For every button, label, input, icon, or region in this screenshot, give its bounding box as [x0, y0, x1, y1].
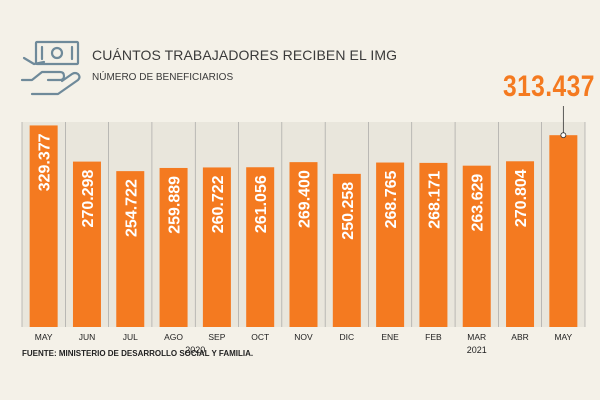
category-label: OCT	[251, 332, 269, 342]
category-label: DIC	[339, 332, 354, 342]
leader-dot	[560, 132, 567, 139]
category-label: MAY	[554, 332, 572, 342]
data-label: 269.400	[297, 170, 314, 228]
chart-subtitle: NÚMERO DE BENEFICIARIOS	[92, 72, 234, 83]
category-label: SEP	[208, 332, 225, 342]
bar	[289, 162, 318, 327]
category-label: JUL	[123, 332, 138, 342]
year-label: 2020	[185, 345, 205, 355]
data-label: 263.629	[470, 174, 487, 232]
data-label: 270.298	[80, 170, 97, 228]
category-label: FEB	[425, 332, 442, 342]
chart-title: CUÁNTOS TRABAJADORES RECIBEN EL IMG	[92, 47, 398, 63]
data-label: 329.377	[37, 133, 54, 191]
data-label: 270.804	[513, 169, 530, 227]
bar	[159, 167, 188, 327]
category-label: AGO	[164, 332, 183, 342]
bar	[462, 165, 491, 327]
data-label: 254.722	[123, 179, 140, 237]
category-label: JUN	[79, 332, 96, 342]
category-label: MAY	[35, 332, 53, 342]
bar	[419, 162, 448, 327]
bar	[376, 162, 405, 327]
data-label: 268.765	[383, 170, 400, 228]
bar	[29, 125, 58, 327]
data-label: 260.722	[210, 175, 227, 233]
source-note: FUENTE: MINISTERIO DE DESARROLLO SOCIAL …	[22, 349, 254, 358]
category-label: NOV	[294, 332, 313, 342]
money-hand-icon	[18, 36, 88, 100]
data-label: 250.258	[340, 182, 357, 240]
category-label: ABR	[511, 332, 528, 342]
bar	[549, 135, 578, 327]
bar	[116, 171, 145, 327]
category-label: ENE	[381, 332, 399, 342]
highlight-value: 313.437	[503, 70, 595, 103]
data-label: 259.889	[167, 176, 184, 234]
data-label: 268.171	[426, 171, 443, 229]
category-label: MAR	[467, 332, 486, 342]
bar	[332, 173, 361, 327]
year-label: 2021	[467, 345, 487, 355]
bar	[72, 161, 101, 327]
bar	[506, 161, 535, 327]
bar	[246, 167, 275, 327]
bar	[202, 167, 231, 327]
data-label: 261.056	[253, 175, 270, 233]
